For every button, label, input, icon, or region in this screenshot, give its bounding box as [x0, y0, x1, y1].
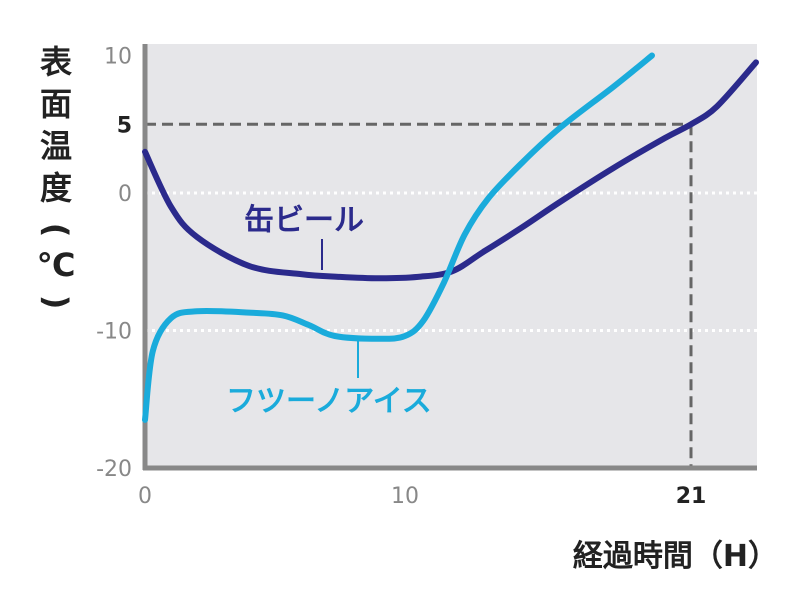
series-label-beer: 缶ビール — [244, 203, 364, 238]
x-axis-title: 経過時間（H） — [573, 539, 778, 574]
x-tick-label-1: 10 — [391, 484, 419, 509]
series-line-1 — [142, 52, 655, 423]
y-tick-label-0: 10 — [104, 45, 132, 70]
y-tick-labels: 10 5 0 -10 -20 — [96, 45, 132, 483]
x-tick-labels: 0 10 21 — [138, 484, 706, 509]
reference-lines — [145, 122, 693, 468]
y-axis-title-char-3: 度 — [40, 169, 72, 207]
series-lines — [142, 52, 759, 423]
x-tick-label-2: 21 — [676, 484, 707, 509]
series-label-ice: フツーノアイス — [226, 384, 432, 419]
y-axis-title-char-6: ) — [37, 295, 75, 310]
y-axis-title-char-1: 面 — [40, 85, 72, 123]
plot-background — [145, 44, 757, 468]
y-axis-title-char-0: 表 — [40, 43, 72, 81]
y-tick-label-2: 0 — [118, 182, 132, 207]
y-axis-title-char-4: ( — [37, 223, 75, 238]
y-axis-title-char-2: 温 — [40, 127, 72, 165]
y-tick-label-1: 5 — [117, 113, 132, 138]
y-tick-label-4: -20 — [96, 457, 132, 482]
x-tick-label-0: 0 — [138, 484, 152, 509]
y-axis-title-char-5: ℃ — [37, 246, 76, 284]
y-tick-label-3: -10 — [96, 320, 132, 345]
